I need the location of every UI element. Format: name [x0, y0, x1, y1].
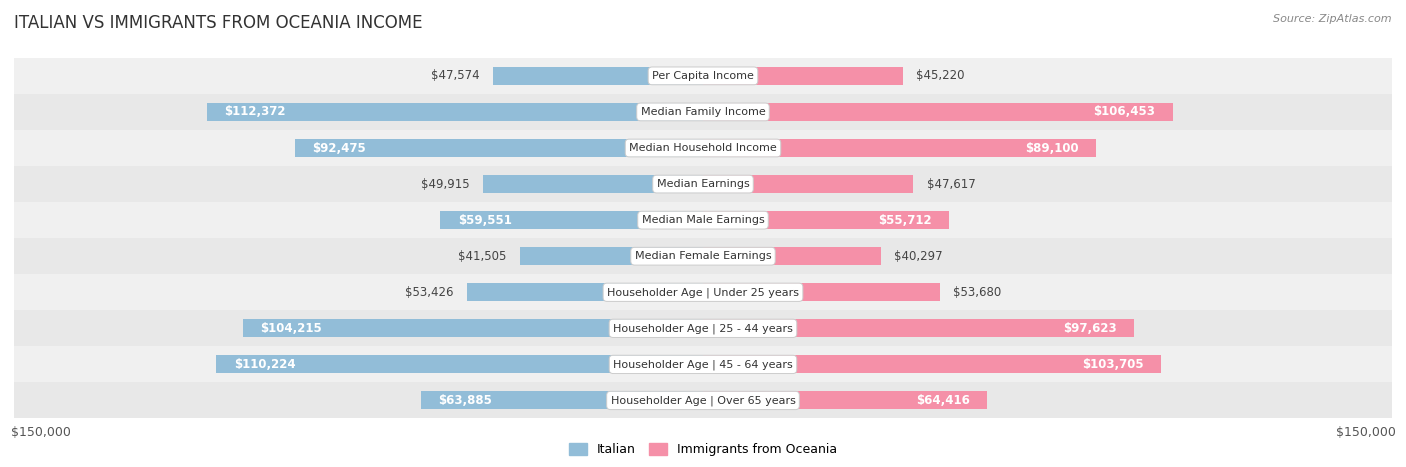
Text: $45,220: $45,220: [915, 70, 965, 82]
Bar: [14, 202, 1392, 238]
Text: $106,453: $106,453: [1094, 106, 1156, 119]
Bar: [440, 211, 703, 229]
Bar: [14, 238, 1392, 274]
Text: $104,215: $104,215: [260, 322, 322, 335]
Bar: [14, 58, 1392, 94]
Bar: [703, 283, 941, 301]
Text: $64,416: $64,416: [915, 394, 970, 407]
Text: $47,574: $47,574: [432, 70, 479, 82]
Bar: [703, 103, 1173, 121]
Text: $53,426: $53,426: [405, 286, 454, 299]
Bar: [243, 319, 703, 337]
Text: $97,623: $97,623: [1063, 322, 1116, 335]
Text: $59,551: $59,551: [458, 213, 512, 226]
Text: $53,680: $53,680: [953, 286, 1001, 299]
Bar: [703, 319, 1135, 337]
Bar: [494, 67, 703, 85]
Text: $40,297: $40,297: [894, 250, 943, 263]
Text: $47,617: $47,617: [927, 177, 976, 191]
Bar: [14, 274, 1392, 310]
Bar: [703, 355, 1161, 374]
Text: $110,224: $110,224: [233, 358, 295, 371]
Bar: [14, 310, 1392, 347]
Bar: [703, 247, 882, 265]
Text: Source: ZipAtlas.com: Source: ZipAtlas.com: [1274, 14, 1392, 24]
Bar: [703, 391, 987, 410]
Bar: [14, 382, 1392, 418]
Text: Householder Age | Under 25 years: Householder Age | Under 25 years: [607, 287, 799, 297]
Text: $92,475: $92,475: [312, 142, 366, 155]
Text: $89,100: $89,100: [1025, 142, 1078, 155]
Text: Householder Age | 45 - 64 years: Householder Age | 45 - 64 years: [613, 359, 793, 370]
Bar: [420, 391, 703, 410]
Text: Per Capita Income: Per Capita Income: [652, 71, 754, 81]
Bar: [703, 139, 1097, 157]
Text: Median Family Income: Median Family Income: [641, 107, 765, 117]
Bar: [207, 103, 703, 121]
Text: Householder Age | Over 65 years: Householder Age | Over 65 years: [610, 395, 796, 406]
Text: ITALIAN VS IMMIGRANTS FROM OCEANIA INCOME: ITALIAN VS IMMIGRANTS FROM OCEANIA INCOM…: [14, 14, 423, 32]
Bar: [520, 247, 703, 265]
Bar: [703, 211, 949, 229]
Text: Median Male Earnings: Median Male Earnings: [641, 215, 765, 225]
Bar: [14, 347, 1392, 382]
Bar: [295, 139, 703, 157]
Bar: [14, 166, 1392, 202]
Text: Householder Age | 25 - 44 years: Householder Age | 25 - 44 years: [613, 323, 793, 333]
Legend: Italian, Immigrants from Oceania: Italian, Immigrants from Oceania: [564, 438, 842, 461]
Bar: [467, 283, 703, 301]
Bar: [14, 130, 1392, 166]
Bar: [217, 355, 703, 374]
Bar: [703, 67, 903, 85]
Text: Median Household Income: Median Household Income: [628, 143, 778, 153]
Text: $49,915: $49,915: [420, 177, 470, 191]
Text: $103,705: $103,705: [1081, 358, 1143, 371]
Text: Median Female Earnings: Median Female Earnings: [634, 251, 772, 261]
Bar: [482, 175, 703, 193]
Text: $41,505: $41,505: [458, 250, 506, 263]
Text: Median Earnings: Median Earnings: [657, 179, 749, 189]
Text: $63,885: $63,885: [439, 394, 492, 407]
Bar: [703, 175, 914, 193]
Bar: [14, 94, 1392, 130]
Text: $55,712: $55,712: [877, 213, 931, 226]
Text: $112,372: $112,372: [225, 106, 285, 119]
